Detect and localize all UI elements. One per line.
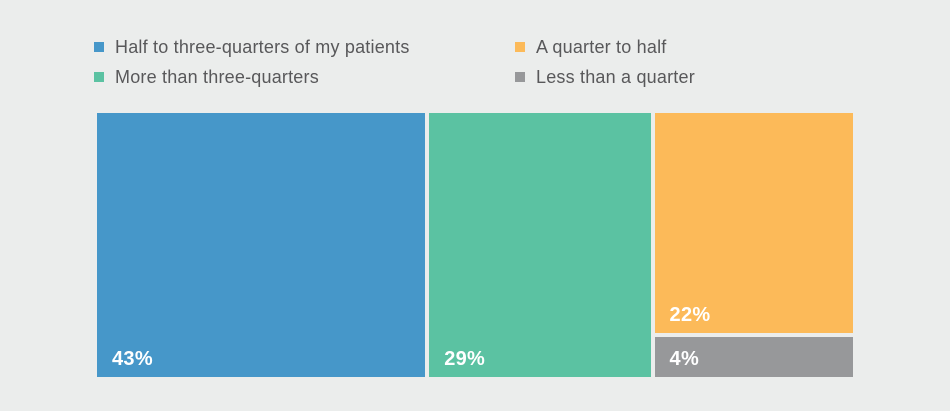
value-label-more-than-three-quarters: 29% (444, 348, 486, 370)
value-label-quarter-to-half: 22% (669, 304, 711, 326)
value-label-less-than-quarter: 4% (669, 348, 700, 370)
legend-item-half-to-three-quarters: Half to three-quarters of my patients (94, 36, 515, 58)
legend-swatch-icon (94, 72, 104, 82)
legend-label-half-to-three-quarters: Half to three-quarters of my patients (115, 37, 410, 57)
treemap-cell-less-than-quarter: 4% (654, 337, 853, 377)
legend-item-more-than-three-quarters: More than three-quarters (94, 66, 515, 88)
treemap-cell-more-than-three-quarters: 29% (429, 113, 651, 377)
legend-swatch-icon (515, 72, 525, 82)
treemap-cell-quarter-to-half: 22% (654, 113, 853, 333)
legend-label-less-than-quarter: Less than a quarter (536, 67, 695, 87)
value-label-half-to-three-quarters: 43% (112, 348, 153, 370)
legend-label-more-than-three-quarters: More than three-quarters (115, 67, 319, 87)
treemap-column-stack: 22% 4% (654, 113, 853, 377)
legend-item-quarter-to-half: A quarter to half (515, 36, 695, 58)
legend-swatch-icon (515, 42, 525, 52)
treemap-cell-half-to-three-quarters: 43% (97, 113, 426, 377)
legend-item-less-than-quarter: Less than a quarter (515, 66, 695, 88)
legend-label-quarter-to-half: A quarter to half (536, 37, 667, 57)
chart-legend: Half to three-quarters of my patients A … (94, 36, 695, 88)
treemap-chart: 43% 29% 22% 4% (97, 113, 853, 377)
legend-swatch-icon (94, 42, 104, 52)
